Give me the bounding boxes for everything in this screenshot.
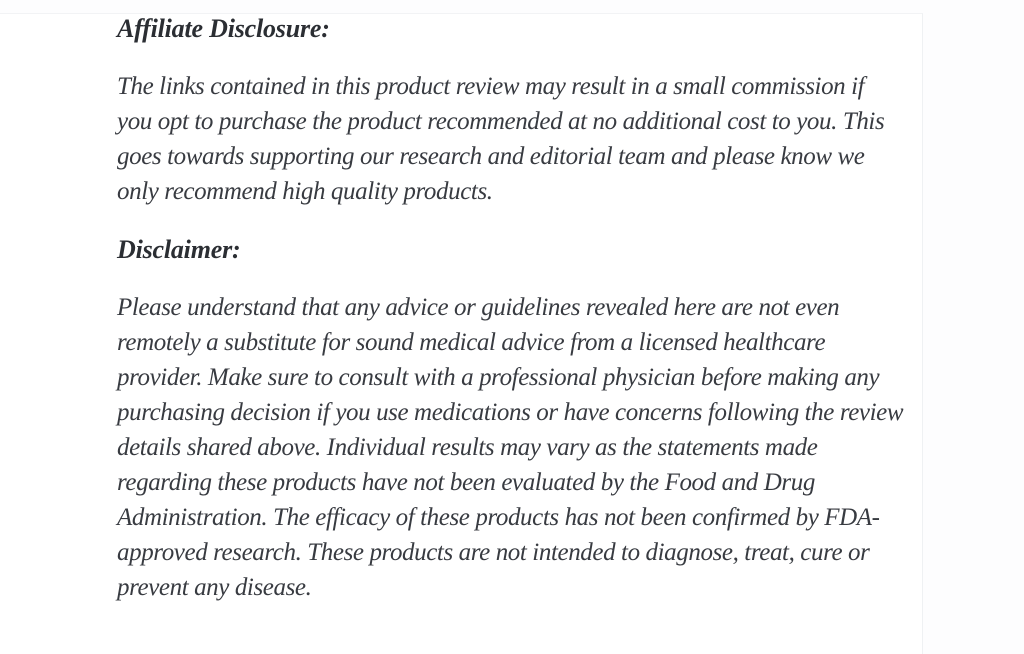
content-card xyxy=(0,13,923,654)
disclaimer-heading: Disclaimer: xyxy=(117,235,241,264)
disclosure-section: Affiliate Disclosure: The links containe… xyxy=(117,0,977,627)
affiliate-disclosure-heading: Affiliate Disclosure: xyxy=(117,14,330,43)
affiliate-disclosure-paragraph: The links contained in this product revi… xyxy=(117,73,885,205)
disclaimer-paragraph: Please understand that any advice or gui… xyxy=(117,294,904,601)
